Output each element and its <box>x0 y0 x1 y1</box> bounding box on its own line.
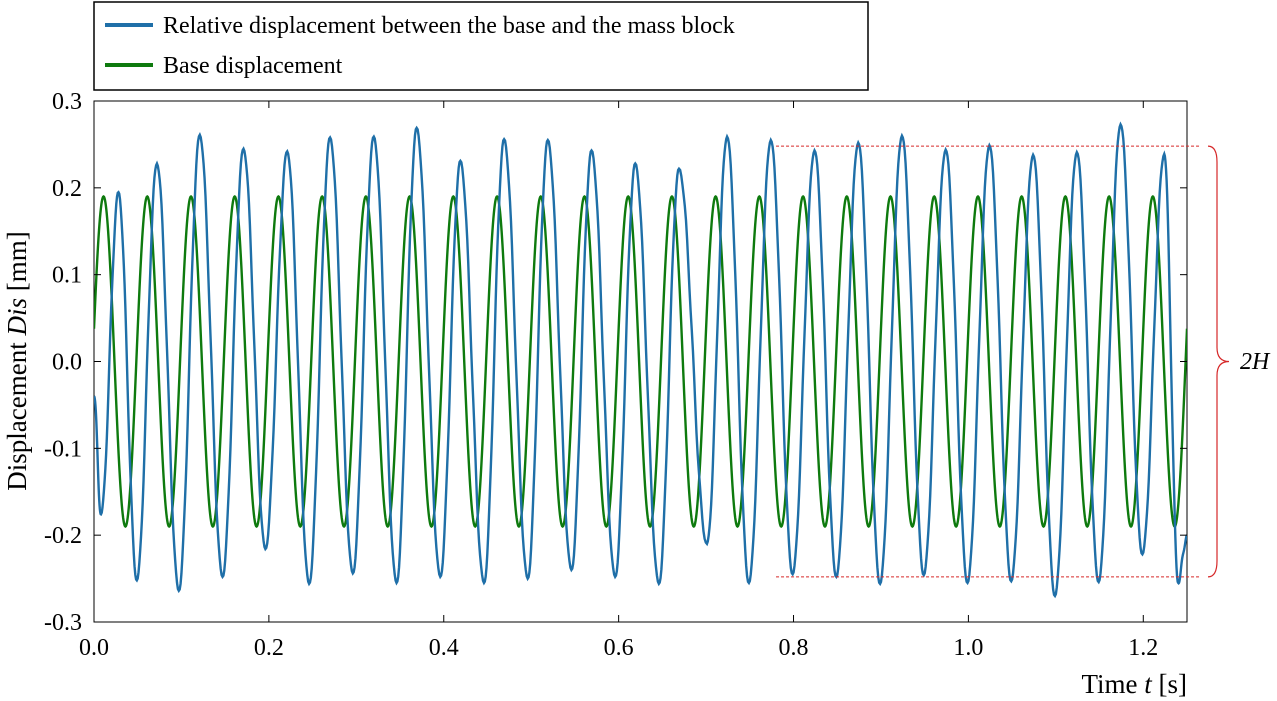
y-tick-label: 0.1 <box>52 263 82 289</box>
brace-icon <box>1207 145 1230 578</box>
amplitude-label: 2H <box>1240 349 1271 375</box>
x-tick-label: 1.2 <box>1128 635 1158 661</box>
x-axis-title-prefix: Time <box>1081 669 1144 699</box>
legend: Relative displacement between the base a… <box>93 1 869 91</box>
x-tick-label: 0.0 <box>79 635 109 661</box>
amplitude-annotation: 2H <box>1207 145 1271 578</box>
x-tick-label: 0.4 <box>429 635 459 661</box>
y-axis-title: Displacement Dis [mm] <box>2 231 32 490</box>
legend-label-relative: Relative displacement between the base a… <box>163 13 735 39</box>
y-axis-title-prefix: Displacement <box>2 336 32 491</box>
series-layer <box>94 121 1187 599</box>
y-axis-title-variable: Dis <box>2 298 32 337</box>
y-tick-label: 0.2 <box>52 176 82 202</box>
y-tick-label: 0.3 <box>52 89 82 115</box>
y-axis-title-unit: [mm] <box>2 231 32 298</box>
x-tick-label: 1.0 <box>953 635 983 661</box>
reference-lines <box>776 145 1200 578</box>
x-tick-label: 0.8 <box>779 635 809 661</box>
series-line-relative <box>94 121 1187 599</box>
x-axis-title-unit: [s] <box>1152 669 1187 699</box>
y-tick-label: -0.3 <box>44 610 82 636</box>
legend-label-base: Base displacement <box>163 53 343 79</box>
y-tick-label: 0.0 <box>52 350 82 376</box>
ticks <box>93 100 1187 623</box>
y-tick-label: -0.2 <box>44 523 82 549</box>
x-axis-title: Time t [s] <box>1081 669 1187 699</box>
x-axis-title-variable: t <box>1144 669 1153 699</box>
y-tick-label: -0.1 <box>44 436 82 462</box>
x-tick-label: 0.2 <box>254 635 284 661</box>
x-tick-label: 0.6 <box>604 635 634 661</box>
legend-box <box>93 1 869 91</box>
tick-labels: 0.0 0.2 0.4 0.6 0.8 1.0 1.2 0.3 0.2 0.1 0.0 -0.1 -0.… <box>44 89 1158 661</box>
